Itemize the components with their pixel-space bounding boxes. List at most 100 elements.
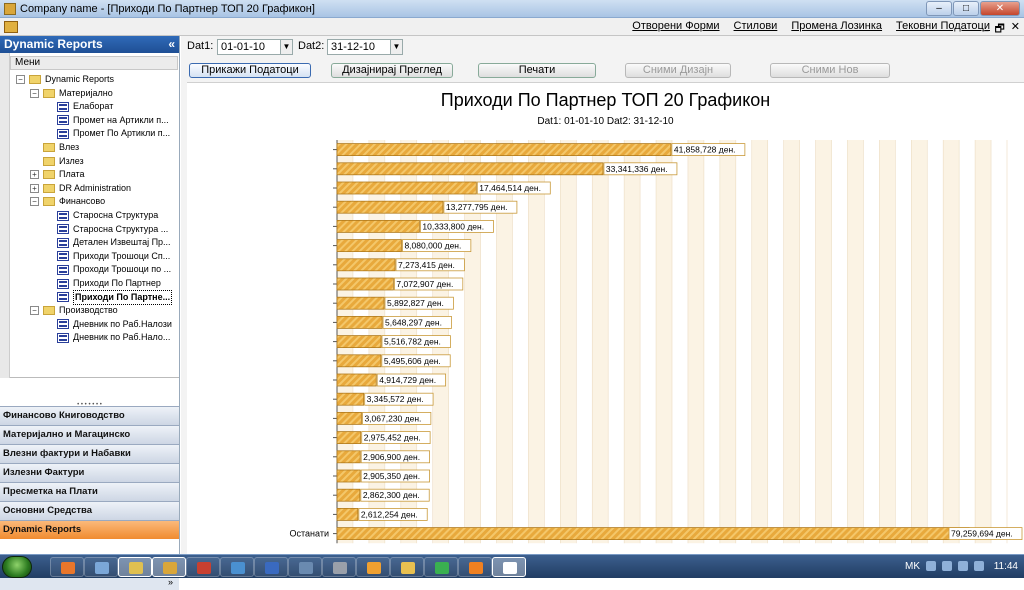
bar (336, 200, 444, 214)
folder-icon (29, 75, 41, 84)
chevron-down-icon[interactable]: ▼ (280, 40, 292, 54)
taskbar-app[interactable] (50, 557, 84, 577)
close-button[interactable]: ✕ (980, 1, 1020, 16)
maximize-button[interactable]: □ (953, 1, 979, 16)
nav-button-5[interactable]: Основни Средства (0, 501, 179, 520)
mdi-restore-button[interactable]: 🗗 (994, 23, 1005, 35)
nav-button-6[interactable]: Dynamic Reports (0, 520, 179, 539)
menu-styles[interactable]: Стилови (733, 20, 778, 32)
tree-expander-icon[interactable]: − (16, 75, 25, 84)
tree-expander-icon[interactable]: − (30, 197, 39, 207)
menu-current-data[interactable]: Тековни Податоци (896, 20, 990, 32)
tree-expander-icon[interactable]: + (30, 183, 39, 193)
data-label-box (384, 296, 454, 310)
tree-expander-icon[interactable]: + (30, 170, 39, 180)
start-button[interactable] (2, 556, 32, 578)
data-label-box (360, 488, 430, 502)
taskbar-app[interactable] (424, 557, 458, 577)
tray-icon[interactable] (926, 561, 936, 571)
tree-item-17[interactable]: − Производство (30, 304, 118, 317)
tray-icon[interactable] (958, 561, 968, 571)
tree-item-16[interactable]: Приходи По Партне... (44, 289, 173, 305)
save-design-button[interactable]: Сними Дизајн (625, 63, 731, 78)
mdi-child-icon[interactable] (4, 20, 18, 33)
show-data-button[interactable]: Прикажи Податоци (189, 63, 311, 78)
word-icon (265, 562, 279, 574)
nav-button-1[interactable]: Материјално и Магацинско (0, 425, 179, 444)
report-icon (57, 264, 69, 275)
print-button[interactable]: Печати (478, 63, 596, 78)
tree-item-8[interactable]: + DR Administration (30, 182, 131, 195)
tree-item-14[interactable]: Проходи Трошоци по ... (44, 263, 171, 276)
nav-button-2[interactable]: Влезни фактури и Набавки (0, 444, 179, 463)
language-indicator[interactable]: MK (905, 561, 920, 572)
taskbar-app[interactable] (492, 557, 526, 577)
tree-item-label: Приходи Трошоци Сп... (73, 250, 171, 261)
data-label-box (395, 258, 465, 272)
design-view-button[interactable]: Дизајнирај Преглед (331, 63, 453, 78)
tree-item-label: Старосна Структура ... (73, 223, 169, 234)
tree-item-5[interactable]: Влез (30, 141, 79, 154)
taskbar-app[interactable] (220, 557, 254, 577)
data-label: 3,345,572 ден. (367, 394, 424, 404)
tree-item-9[interactable]: − Финансово (30, 195, 105, 208)
mdi-close-button[interactable]: ✕ (1010, 21, 1020, 33)
volume-icon[interactable] (974, 561, 984, 571)
bar (336, 219, 420, 233)
tree-expander-icon[interactable]: − (30, 88, 39, 98)
taskbar-app[interactable] (186, 557, 220, 577)
tree-item-10[interactable]: Старосна Структура (44, 209, 158, 222)
taskbar-app[interactable] (118, 557, 152, 577)
grid-band (815, 140, 832, 544)
tree-item-11[interactable]: Старосна Структура ... (44, 223, 168, 236)
mdi-minimize-button[interactable]: _ (982, 20, 989, 32)
tree-item-13[interactable]: Приходи Трошоци Сп... (44, 250, 170, 263)
tree-item-7[interactable]: + Плата (30, 168, 85, 181)
tree-item-19[interactable]: Дневник по Раб.Нало... (44, 331, 170, 344)
dat1-combo[interactable]: 01-01-10 ▼ (217, 39, 293, 55)
menu-tree: Мени − Dynamic Reports − Материјално Елабора… (0, 53, 179, 378)
bar (336, 181, 477, 195)
tree-item-1[interactable]: − Материјално (30, 87, 113, 100)
tree-item-15[interactable]: Приходи По Партнер (44, 277, 161, 290)
bar (336, 488, 361, 502)
menu-open-forms[interactable]: Отворени Форми (632, 20, 720, 32)
tree-item-3[interactable]: Промет на Артикли п... (44, 114, 169, 127)
dat2-combo[interactable]: 31-12-10 ▼ (327, 39, 403, 55)
taskbar-app[interactable] (356, 557, 390, 577)
tree-expander-icon[interactable]: − (30, 306, 39, 316)
tree-item-12[interactable]: Детален Извештај Пр... (44, 236, 171, 249)
taskbar-app[interactable] (288, 557, 322, 577)
taskbar-app[interactable] (390, 557, 424, 577)
data-label: 13,277,795 ден. (446, 202, 508, 212)
grid-band (879, 140, 896, 544)
data-label: 7,072,907 ден. (396, 279, 453, 289)
chevron-down-icon[interactable]: ▼ (390, 40, 402, 54)
tree-item-6[interactable]: Излез (30, 155, 84, 168)
clock[interactable]: 11:44 (993, 561, 1018, 572)
minimize-button[interactable]: – (926, 1, 952, 16)
collapse-icon[interactable]: « (168, 37, 175, 51)
tray-icon[interactable] (942, 561, 952, 571)
menu-change-password[interactable]: Промена Лозинка (791, 20, 883, 32)
taskbar-app[interactable] (322, 557, 356, 577)
tree-item-18[interactable]: Дневник по Раб.Налози (44, 318, 172, 331)
nav-button-0[interactable]: Финансово Книговодство (0, 406, 179, 425)
calculator-icon (333, 562, 347, 574)
nav-button-3[interactable]: Излезни Фактури (0, 463, 179, 482)
grid-band (528, 140, 545, 544)
tree-column-header[interactable]: Мени (10, 56, 178, 70)
nav-button-4[interactable]: Пресметка на Плати (0, 482, 179, 501)
taskbar-app[interactable] (458, 557, 492, 577)
folder-icon (401, 562, 415, 574)
tree-item-4[interactable]: Промет По Артикли п... (44, 127, 170, 140)
taskbar-app[interactable] (254, 557, 288, 577)
save-new-button[interactable]: Сними Нов (770, 63, 890, 78)
nav-expand-icon[interactable]: » (0, 576, 179, 590)
taskbar-app[interactable] (84, 557, 118, 577)
tree-item-2[interactable]: Елаборат (44, 100, 113, 113)
taskbar-app[interactable] (152, 557, 186, 577)
tree-item-0[interactable]: − Dynamic Reports (16, 73, 114, 86)
splitter-grip[interactable]: • • • • • • • (77, 402, 102, 408)
grid-band (544, 140, 561, 544)
